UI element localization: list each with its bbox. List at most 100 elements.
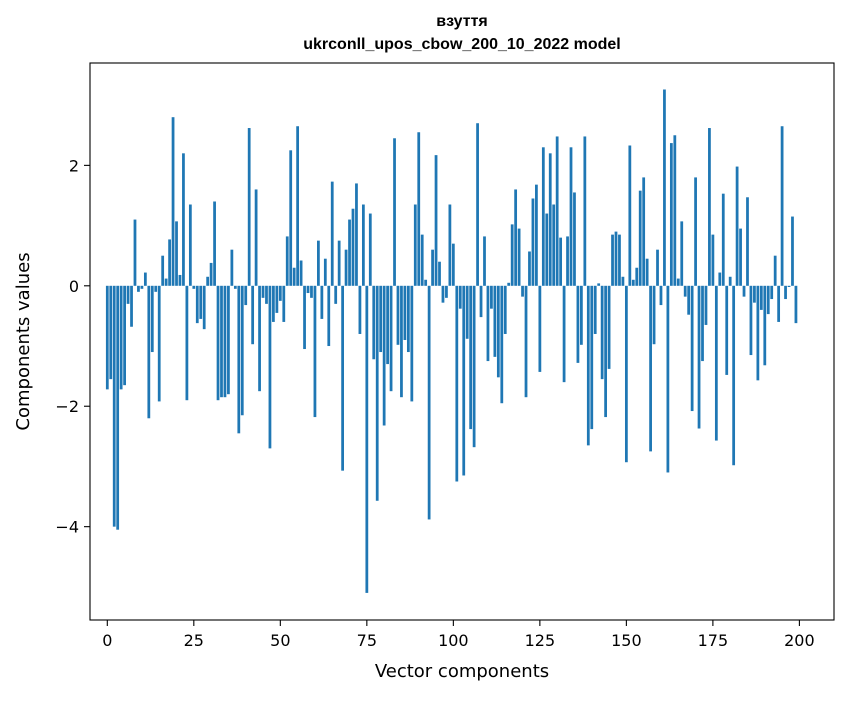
bar bbox=[105, 285, 109, 390]
bar bbox=[694, 177, 697, 286]
bar bbox=[669, 143, 673, 286]
y-axis-ticks: −4 −2 0 2 bbox=[55, 156, 90, 537]
bar bbox=[472, 285, 476, 448]
bar bbox=[704, 285, 708, 325]
bar bbox=[157, 285, 161, 402]
bar bbox=[351, 208, 355, 286]
x-tick-label: 75 bbox=[357, 631, 377, 650]
bar bbox=[756, 285, 760, 381]
bar bbox=[368, 213, 372, 286]
bar bbox=[728, 276, 732, 286]
bar bbox=[323, 258, 327, 286]
bar bbox=[483, 236, 486, 286]
bar bbox=[361, 204, 365, 286]
bar bbox=[396, 285, 400, 345]
bar bbox=[251, 285, 255, 345]
bar bbox=[794, 285, 798, 324]
bar bbox=[521, 285, 524, 297]
bar bbox=[431, 249, 434, 286]
bar bbox=[265, 285, 268, 304]
bar bbox=[133, 219, 137, 286]
bar bbox=[552, 204, 556, 286]
bar bbox=[285, 236, 289, 286]
bar bbox=[327, 285, 331, 347]
bar bbox=[382, 285, 386, 426]
bar bbox=[247, 128, 251, 286]
bar bbox=[275, 285, 279, 313]
bar bbox=[244, 285, 248, 306]
bar bbox=[573, 192, 576, 286]
x-axis-label: Vector components bbox=[375, 661, 549, 682]
bar bbox=[638, 190, 642, 286]
bar bbox=[479, 285, 483, 318]
bar bbox=[206, 276, 210, 286]
bar bbox=[759, 285, 763, 310]
bar bbox=[545, 213, 549, 286]
bar bbox=[240, 285, 244, 416]
bar bbox=[403, 285, 407, 340]
bar bbox=[500, 285, 504, 404]
bar bbox=[753, 285, 756, 303]
bar bbox=[334, 285, 338, 304]
bar bbox=[230, 249, 234, 286]
bar bbox=[541, 147, 545, 286]
bar bbox=[476, 123, 479, 286]
bar bbox=[559, 237, 563, 286]
bar bbox=[303, 285, 306, 350]
bar bbox=[635, 267, 639, 286]
bar bbox=[687, 285, 691, 315]
bar bbox=[400, 285, 403, 398]
bar bbox=[676, 278, 680, 286]
bar bbox=[784, 285, 787, 300]
bar bbox=[555, 136, 559, 286]
bar bbox=[420, 234, 424, 286]
bar bbox=[272, 285, 275, 322]
bar bbox=[292, 267, 296, 286]
bar bbox=[652, 285, 656, 345]
bar bbox=[406, 285, 410, 353]
bar bbox=[683, 285, 687, 297]
bar bbox=[621, 276, 625, 286]
bar bbox=[195, 285, 199, 324]
bar bbox=[410, 285, 414, 402]
bar bbox=[600, 285, 604, 380]
bar bbox=[365, 285, 369, 593]
y-tick-label: −2 bbox=[55, 397, 79, 416]
bar bbox=[223, 285, 227, 398]
bar bbox=[192, 285, 196, 289]
bar bbox=[299, 260, 303, 286]
bar bbox=[562, 285, 566, 383]
bar bbox=[379, 285, 383, 353]
bar bbox=[787, 285, 791, 287]
bar bbox=[313, 285, 317, 418]
bar bbox=[656, 249, 659, 286]
chart-title: взуття bbox=[436, 13, 488, 30]
bar bbox=[711, 234, 715, 286]
bar bbox=[770, 285, 774, 300]
bar bbox=[393, 138, 396, 286]
bar bbox=[618, 234, 621, 286]
bar bbox=[168, 239, 171, 286]
bar bbox=[597, 283, 601, 286]
bar bbox=[137, 285, 140, 292]
bar bbox=[278, 285, 282, 301]
bar bbox=[441, 285, 445, 303]
bar bbox=[348, 219, 351, 286]
bar bbox=[576, 285, 580, 363]
bar bbox=[389, 285, 393, 392]
bar bbox=[507, 282, 511, 286]
bar bbox=[448, 204, 452, 286]
bar bbox=[708, 128, 711, 286]
bar bbox=[386, 285, 389, 365]
bar bbox=[161, 255, 165, 286]
bar bbox=[773, 255, 777, 286]
bar bbox=[528, 251, 531, 286]
bar bbox=[289, 150, 293, 286]
y-axis-label: Components values bbox=[13, 252, 34, 430]
bar bbox=[150, 285, 154, 353]
bar bbox=[462, 285, 466, 476]
bar bbox=[233, 285, 237, 289]
x-axis-ticks: 0 25 50 75 100 125 150 175 200 bbox=[102, 620, 815, 650]
bar bbox=[680, 221, 684, 286]
